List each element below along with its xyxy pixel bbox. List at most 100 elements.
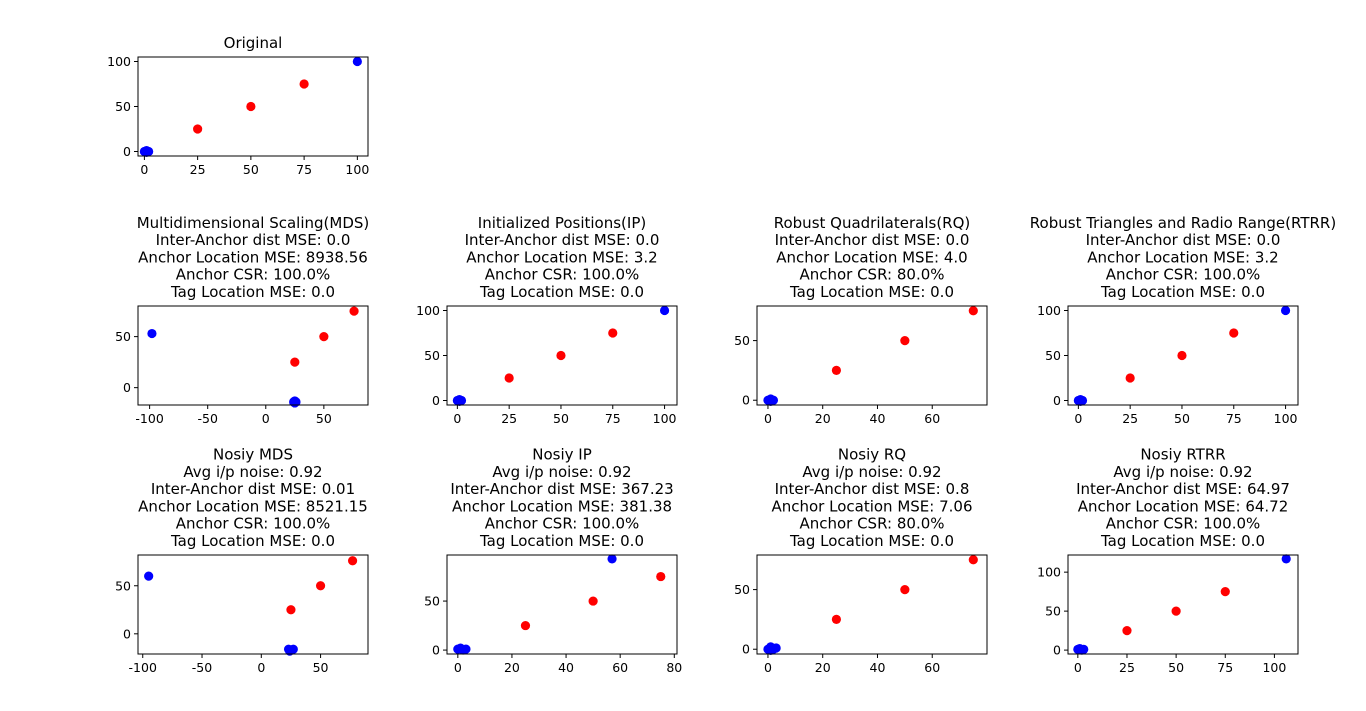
axes-frame xyxy=(137,305,369,406)
x-tick-label: 50 xyxy=(243,162,259,177)
anchor-point xyxy=(454,396,465,406)
x-tick-label: 80 xyxy=(666,660,682,675)
y-tick-label: 0 xyxy=(742,642,750,657)
subplot-title-line: Anchor CSR: 100.0% xyxy=(176,266,331,284)
tag-point xyxy=(831,365,842,376)
tag-point xyxy=(520,620,531,631)
subplot-title-line: Tag Location MSE: 0.0 xyxy=(479,283,644,301)
anchor-point xyxy=(461,644,471,654)
tag-point xyxy=(900,335,910,346)
tag-point xyxy=(347,556,358,566)
anchor-point xyxy=(141,147,152,157)
tag-point xyxy=(1177,350,1187,361)
x-tick-label: 50 xyxy=(1168,660,1184,675)
subplot-title-line: Inter-Anchor dist MSE: 0.0 xyxy=(1086,231,1281,249)
x-tick-label: 60 xyxy=(924,660,940,675)
x-tick-label: 50 xyxy=(313,660,329,675)
subplot-title: Original xyxy=(224,34,283,52)
tag-point xyxy=(290,357,300,367)
y-tick-label: 50 xyxy=(424,594,440,609)
tag-point xyxy=(1125,373,1135,383)
x-tick-label: 60 xyxy=(612,660,628,675)
subplot-title-line: Avg i/p noise: 0.92 xyxy=(1113,463,1252,481)
subplot-title-line: Inter-Anchor dist MSE: 0.8 xyxy=(775,480,970,498)
subplot-title-line: Anchor CSR: 100.0% xyxy=(176,515,331,533)
subplot-title-line: Anchor Location MSE: 8521.15 xyxy=(138,497,368,515)
x-tick-label: 0 xyxy=(453,411,461,426)
tag-point xyxy=(299,79,309,89)
subplot-title-line: Anchor CSR: 100.0% xyxy=(485,515,640,533)
y-tick-label: 0 xyxy=(123,144,131,159)
y-tick-label: 50 xyxy=(115,329,131,344)
subplot-title-line: Tag Location MSE: 0.0 xyxy=(789,532,954,550)
tag-point xyxy=(349,306,359,316)
anchor-point xyxy=(144,571,154,581)
subplot-title-line: Tag Location MSE: 0.0 xyxy=(1100,532,1265,550)
y-tick-label: 100 xyxy=(1037,565,1061,580)
x-tick-label: 40 xyxy=(870,411,886,426)
subplot-title-line: Tag Location MSE: 0.0 xyxy=(1100,283,1265,301)
y-tick-label: 0 xyxy=(432,643,440,658)
subplot-title-line: Tag Location MSE: 0.0 xyxy=(170,532,335,550)
subplot-title-line: Inter-Anchor dist MSE: 0.0 xyxy=(465,231,660,249)
tag-point xyxy=(1122,626,1132,636)
tag-point xyxy=(1171,606,1181,616)
tag-point xyxy=(1229,328,1239,338)
x-tick-label: 100 xyxy=(1262,660,1286,675)
tag-point xyxy=(608,328,618,338)
subplot-3: Initialized Positions(IP)Inter-Anchor di… xyxy=(416,214,678,426)
tag-point xyxy=(1220,587,1230,597)
x-tick-label: 100 xyxy=(1274,411,1298,426)
subplot-title: Nosiy MDS xyxy=(213,446,293,464)
x-tick-label: 75 xyxy=(1217,660,1233,675)
x-tick-label: 25 xyxy=(1119,660,1135,675)
y-tick-label: 100 xyxy=(1037,303,1061,318)
x-tick-label: 75 xyxy=(1226,411,1242,426)
x-tick-label: -50 xyxy=(192,660,212,675)
anchor-point xyxy=(766,396,776,407)
tag-point xyxy=(504,373,514,383)
subplot-title-line: Avg i/p noise: 0.92 xyxy=(802,463,941,481)
x-tick-label: 60 xyxy=(924,411,940,426)
anchor-point xyxy=(285,646,295,656)
subplot-title-line: Avg i/p noise: 0.92 xyxy=(183,463,322,481)
anchor-point xyxy=(766,645,776,656)
subplot-title-line: Inter-Anchor dist MSE: 0.0 xyxy=(156,231,351,249)
axes-frame xyxy=(756,305,988,406)
tag-point xyxy=(900,584,910,595)
x-tick-label: 25 xyxy=(501,411,517,426)
anchor-point xyxy=(352,56,362,67)
tag-point xyxy=(246,101,256,112)
subplot-title: Robust Triangles and Radio Range(RTRR) xyxy=(1030,214,1336,232)
y-tick-label: 0 xyxy=(1053,643,1061,658)
y-tick-label: 0 xyxy=(432,393,440,408)
x-tick-label: 100 xyxy=(345,162,369,177)
tag-point xyxy=(193,124,203,134)
y-tick-label: 0 xyxy=(742,393,750,408)
x-tick-label: 40 xyxy=(558,660,574,675)
y-tick-label: 0 xyxy=(123,626,131,641)
subplot-title-line: Anchor Location MSE: 4.0 xyxy=(776,248,967,266)
x-tick-label: 0 xyxy=(140,162,148,177)
subplot-title-line: Anchor CSR: 100.0% xyxy=(485,266,640,284)
y-tick-label: 0 xyxy=(1053,393,1061,408)
x-tick-label: 0 xyxy=(1074,660,1082,675)
y-tick-label: 50 xyxy=(115,578,131,593)
y-tick-label: 50 xyxy=(734,333,750,348)
subplot-title-line: Anchor CSR: 80.0% xyxy=(799,266,944,284)
axes-frame xyxy=(1067,554,1299,655)
tag-point xyxy=(286,605,296,615)
subplot-title-line: Inter-Anchor dist MSE: 0.01 xyxy=(151,480,355,498)
x-tick-label: 0 xyxy=(454,660,462,675)
x-tick-label: 50 xyxy=(1174,411,1190,426)
x-tick-label: 40 xyxy=(870,660,886,675)
anchor-point xyxy=(1079,644,1089,654)
subplot-2: Multidimensional Scaling(MDS)Inter-Ancho… xyxy=(115,214,369,426)
x-tick-label: 25 xyxy=(190,162,206,177)
axes-frame xyxy=(446,554,678,655)
axes-frame xyxy=(756,554,988,655)
anchor-point xyxy=(1075,396,1086,406)
